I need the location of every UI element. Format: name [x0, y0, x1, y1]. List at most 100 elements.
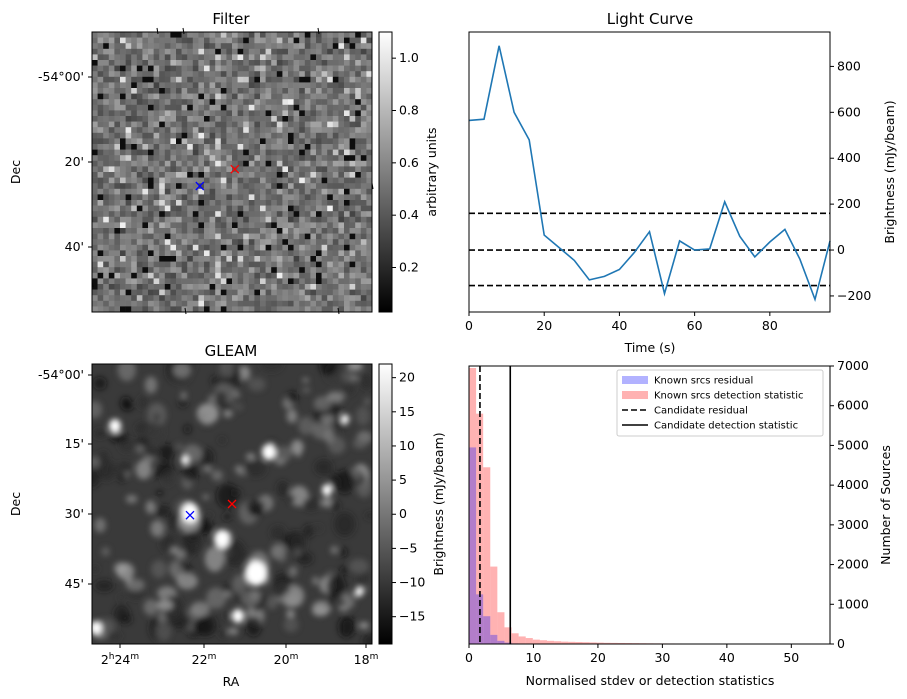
filter-colorbar-tick-label: 0.8 — [399, 103, 419, 118]
histogram-frame — [468, 365, 831, 645]
filter-colorbar-tick-label: 0.2 — [399, 260, 419, 275]
filter-ytick-label: 20' — [65, 154, 84, 169]
histogram-bar — [568, 641, 576, 644]
lightcurve-ytick-label: −200 — [837, 288, 871, 303]
histogram-bar — [518, 636, 526, 644]
gleam-colorbar-tick-label: 15 — [399, 404, 415, 419]
legend-entry-label: Candidate detection statistic — [654, 421, 798, 432]
histogram-legend: Known srcs residual Known srcs detection … — [616, 369, 824, 437]
source-marker-blue — [195, 181, 205, 191]
histogram-bar — [469, 447, 477, 644]
filter-ytick-label: 40' — [65, 239, 84, 254]
histogram-bar — [497, 640, 505, 644]
lightcurve-xtick-label: 20 — [536, 318, 552, 333]
gleam-ytick-label: 45' — [65, 576, 84, 591]
histogram-bar — [547, 640, 555, 644]
filter-colorbar-label: arbitrary units — [424, 127, 439, 216]
histogram-bar — [554, 641, 562, 644]
filter-colorbar-tick-label: 0.6 — [399, 155, 419, 170]
lightcurve-xtick-label: 40 — [611, 318, 627, 333]
histogram-bar — [610, 642, 618, 644]
lightcurve-ytick-label: 0 — [837, 242, 845, 257]
gleam-colorbar-label: Brightness (mJy/beam) — [431, 432, 446, 575]
filter-markers — [195, 164, 240, 191]
filter-ytick-label: -54°00' — [38, 69, 84, 84]
gleam-markers — [185, 499, 237, 520]
lightcurve-frame — [468, 31, 831, 313]
histogram-ylabel: Number of Sources — [878, 445, 893, 565]
gleam-colorbar-tick-label: 0 — [399, 506, 407, 521]
filter-image — [92, 32, 373, 313]
lightcurve-ytick-label: 400 — [837, 150, 861, 165]
histogram-ytick-label: 1000 — [837, 596, 869, 611]
filter-colorbar-tick-label: 0.4 — [399, 207, 419, 222]
histogram-bar — [525, 638, 533, 644]
histogram-xtick-label: 30 — [654, 650, 670, 665]
histogram-bar — [504, 627, 512, 644]
gleam-colorbar-tick-label: 20 — [399, 370, 415, 385]
legend-box — [616, 369, 824, 437]
lightcurve-xtick-label: 60 — [687, 318, 703, 333]
filter-ylabel: Dec — [8, 160, 23, 184]
histogram-bar — [504, 642, 512, 644]
histogram-bar — [490, 566, 498, 644]
legend-entry-label: Candidate residual — [654, 406, 748, 417]
histogram-bar — [575, 642, 583, 644]
histogram-bar — [589, 642, 597, 644]
histogram-bar — [603, 642, 611, 644]
lightcurve-xlabel: Time (s) — [624, 340, 676, 355]
lightcurve-line — [468, 45, 831, 303]
gleam-xlabel: RA — [223, 674, 240, 689]
lightcurve-ytick-label: 800 — [837, 58, 861, 73]
histogram-panel: 0 10 20 30 40 5070006000500040003000200010000… — [465, 358, 893, 688]
filter-colorbar-bar — [378, 31, 393, 313]
gleam-ytick-label: -54°00' — [38, 367, 84, 382]
legend-swatch — [622, 391, 648, 399]
histogram-bar — [483, 616, 491, 644]
filter-frame — [91, 31, 373, 313]
gleam-image — [92, 364, 372, 644]
lightcurve-ytick-label: 600 — [837, 104, 861, 119]
histogram-bar — [511, 633, 519, 644]
histogram-ytick-label: 6000 — [837, 398, 869, 413]
filter-colorbar-tick-label: 1.0 — [399, 50, 419, 65]
lightcurve-panel: Light Curve 0 20 40 60 80 800 600 400 200 0 −200 T… — [465, 10, 897, 355]
gleam-xtick-label: 22m — [192, 652, 217, 667]
histogram-ytick-label: 3000 — [837, 517, 869, 532]
histogram-bar — [532, 639, 540, 644]
gleam-ytick-label: 15' — [65, 436, 84, 451]
histogram-bar — [582, 642, 590, 644]
gleam-colorbar-tick-label: 5 — [399, 472, 407, 487]
histogram-ytick-label: 2000 — [837, 557, 869, 572]
histogram-xtick-label: 50 — [783, 650, 799, 665]
lightcurve-ylabel: Brightness (mJy/beam) — [882, 100, 897, 243]
filter-panel: Filter Dec -54°00' 20' 40' 1.0 0.8 0.6 0.4 0.2… — [8, 10, 439, 315]
gleam-xticks: 2h24m 22m 20m 18m — [101, 644, 379, 667]
histogram-plot: 0 10 20 30 40 50 7000 6000 5000 4000 3000 2000 1000 0 — [465, 358, 869, 665]
gleam-ylabel: Dec — [8, 492, 23, 516]
lightcurve-title: Light Curve — [607, 10, 693, 28]
histogram-bar — [539, 640, 547, 644]
histogram-ytick-label: 7000 — [837, 358, 869, 373]
gleam-xtick-label: 18m — [354, 652, 379, 667]
histogram-ytick-label: 0 — [837, 636, 845, 651]
histogram-bar — [490, 634, 498, 644]
lightcurve-xtick-label: 0 — [465, 318, 473, 333]
source-marker-blue — [185, 510, 195, 520]
histogram-bar — [497, 612, 505, 644]
legend-swatch — [622, 376, 648, 384]
gleam-panel: GLEAM Dec RA -54°00' 15' 30' 45' 2h24m 22m 20… — [8, 342, 446, 689]
lightcurve-ytick-label: 200 — [837, 196, 861, 211]
gleam-xtick-label: 20m — [274, 652, 299, 667]
histogram-xtick-label: 10 — [526, 650, 542, 665]
gleam-colorbar: 20 15 10 5 0 −5 −10 −15 — [378, 363, 425, 645]
histogram-bar — [469, 367, 477, 644]
histogram-bar — [617, 642, 625, 644]
filter-title: Filter — [212, 10, 250, 28]
gleam-ytick-label: 30' — [65, 506, 84, 521]
histogram-ytick-label: 5000 — [837, 437, 869, 452]
gleam-xtick-label: 2h24m — [101, 652, 139, 667]
histogram-bar — [561, 641, 569, 644]
histogram-bar — [483, 467, 491, 644]
